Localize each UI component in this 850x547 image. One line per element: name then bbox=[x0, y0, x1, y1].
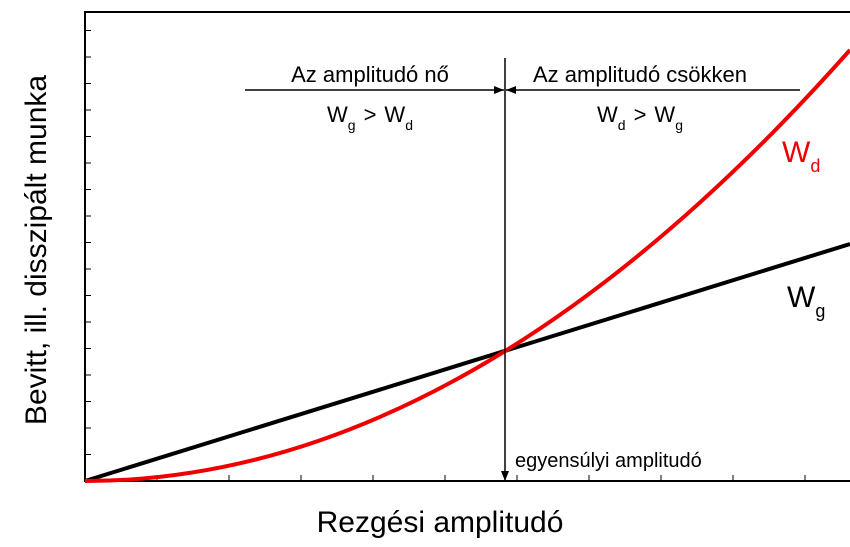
region-title: Az amplitudó nő bbox=[291, 62, 449, 87]
plot-frame bbox=[84, 11, 850, 482]
wg-label: Wg bbox=[787, 281, 825, 321]
y-axis-label: Bevitt, ill. disszipált munka bbox=[20, 75, 53, 425]
region-title: Az amplitudó csökken bbox=[533, 62, 747, 87]
equilibrium-label: egyensúlyi amplitudó bbox=[515, 450, 702, 472]
wd-curve bbox=[84, 48, 850, 483]
wg-line bbox=[84, 242, 850, 483]
condition: Wg > Wd bbox=[327, 102, 413, 133]
wd-label: Wd bbox=[782, 136, 820, 176]
condition: Wd > Wg bbox=[597, 102, 683, 133]
ticks bbox=[85, 30, 806, 481]
x-axis-label: Rezgési amplitudó bbox=[317, 506, 564, 539]
